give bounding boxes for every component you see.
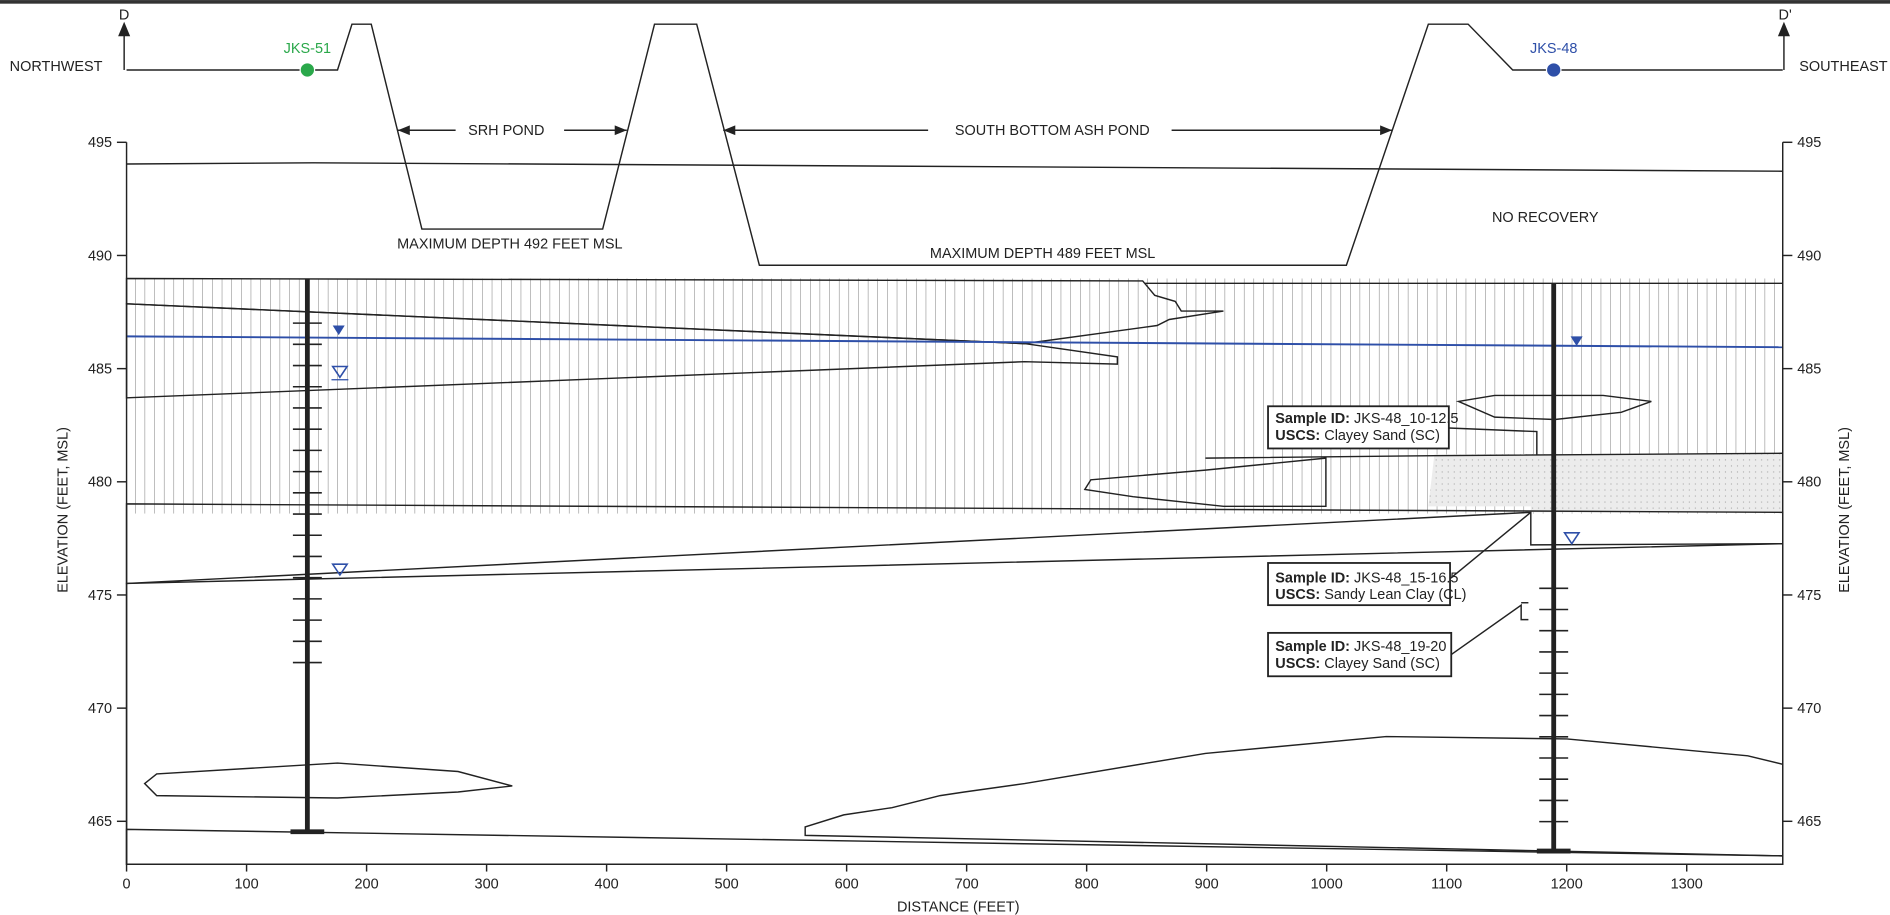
- marker: D: [119, 7, 129, 23]
- x-tick-label: 100: [235, 876, 259, 892]
- sample-id: Sample ID: JKS-48_10-12.5: [1275, 411, 1458, 427]
- well-name: JKS-51: [284, 41, 331, 57]
- direction: NORTHWEST: [10, 59, 103, 75]
- top-bar: [0, 0, 1890, 4]
- y-tick-label: 485: [88, 361, 112, 377]
- y-tick-label: 475: [88, 588, 112, 604]
- sample-uscs: USCS: Sandy Lean Clay (CL): [1275, 587, 1466, 603]
- x-tick-label: 0: [123, 876, 131, 892]
- sample-uscs: USCS: Clayey Sand (SC): [1275, 656, 1440, 672]
- x-axis-title: DISTANCE (FEET): [897, 899, 1020, 915]
- x-tick-label: 1300: [1671, 876, 1703, 892]
- x-tick-label: 200: [355, 876, 379, 892]
- x-tick-label: 1000: [1311, 876, 1343, 892]
- x-tick-label: 300: [475, 876, 499, 892]
- boundary: [1205, 452, 1783, 459]
- lens-right: [1455, 394, 1652, 421]
- callouts: Sample ID: JKS-48_10-12.5 USCS: Clayey S…: [1267, 405, 1538, 678]
- x-tick-label: 1100: [1431, 876, 1462, 892]
- direction: SOUTHEAST: [1799, 59, 1888, 75]
- depth-label: MAXIMUM DEPTH 489 FEET MSL: [930, 246, 1155, 262]
- y-tick-label: 465: [1797, 814, 1821, 830]
- strata: [125, 277, 1784, 866]
- axes: DISTANCE (FEET) ELEVATION (FEET, MSL) EL…: [56, 135, 1854, 915]
- boreholes: [290, 62, 1583, 854]
- y-tick-label: 480: [88, 475, 112, 491]
- x-tick-label: 700: [955, 876, 979, 892]
- pond-label: SRH POND: [468, 123, 544, 139]
- y-tick-label: 465: [88, 814, 112, 830]
- y-tick-label: 490: [88, 248, 112, 264]
- layer-bedrock: [125, 828, 1784, 866]
- ground-profile: [118, 21, 1790, 349]
- note: NO RECOVERY: [1492, 210, 1599, 226]
- sample-uscs: USCS: Clayey Sand (SC): [1275, 428, 1440, 444]
- layer-clay-upper: [125, 277, 1224, 345]
- layer-clay: [125, 503, 1784, 585]
- layer-sand-right: [1428, 453, 1783, 513]
- marker: D': [1779, 7, 1792, 23]
- y-axis-title: ELEVATION (FEET, MSL): [56, 427, 72, 593]
- y-tick-label: 495: [88, 135, 112, 151]
- well-name: JKS-48: [1530, 41, 1577, 57]
- depth-label: MAXIMUM DEPTH 492 FEET MSL: [397, 236, 622, 252]
- y-tick-label: 470: [1797, 701, 1821, 717]
- layer-clay-lower: [804, 735, 1784, 857]
- x-tick-label: 400: [595, 876, 619, 892]
- y-tick-label: 485: [1797, 361, 1821, 377]
- layer-sand: [125, 542, 1784, 866]
- y-axis-title: ELEVATION (FEET, MSL): [1837, 427, 1853, 593]
- x-tick-label: 500: [715, 876, 739, 892]
- y-tick-label: 475: [1797, 588, 1821, 604]
- lens-sand: [1083, 457, 1327, 508]
- x-tick-label: 900: [1195, 876, 1219, 892]
- pond-label: SOUTH BOTTOM ASH POND: [955, 123, 1150, 139]
- lens-left: [143, 762, 513, 799]
- x-tick-label: 1200: [1551, 876, 1583, 892]
- y-tick-label: 470: [88, 701, 112, 717]
- sample-id: Sample ID: JKS-48_15-16.5: [1275, 570, 1458, 586]
- y-tick-label: 490: [1797, 248, 1821, 264]
- x-tick-label: 800: [1075, 876, 1099, 892]
- sample-id: Sample ID: JKS-48_19-20: [1275, 639, 1446, 655]
- y-tick-label: 480: [1797, 475, 1821, 491]
- y-tick-label: 495: [1797, 135, 1821, 151]
- x-tick-label: 600: [835, 876, 859, 892]
